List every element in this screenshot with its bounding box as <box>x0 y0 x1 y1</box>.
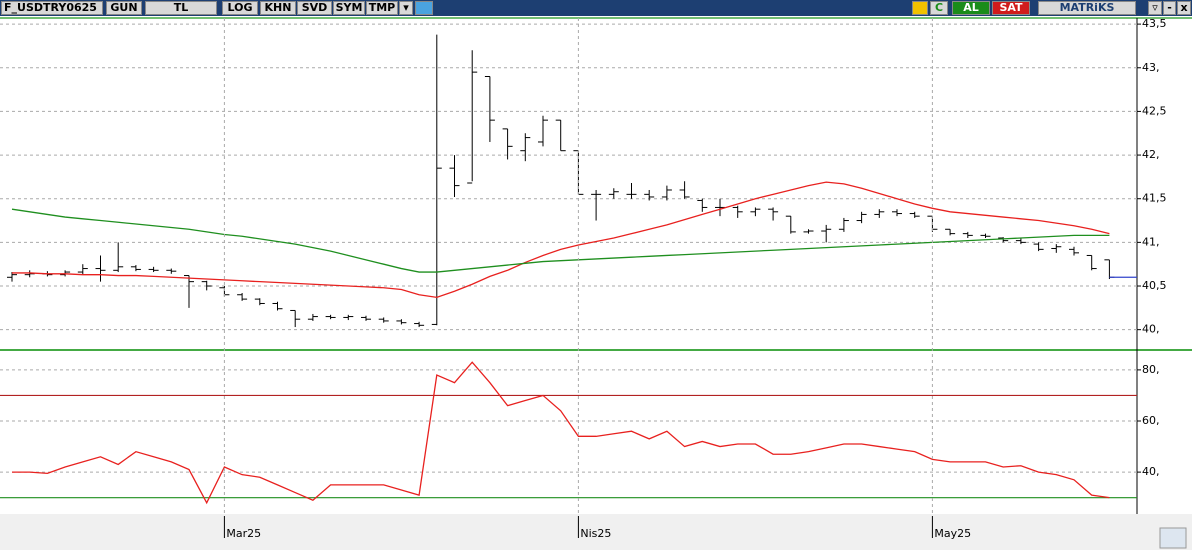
buy-button[interactable]: AL <box>952 1 990 15</box>
close-button[interactable]: x <box>1177 1 1191 15</box>
tool-button[interactable]: SYM <box>333 1 365 15</box>
minimize-button[interactable]: - <box>1163 1 1176 15</box>
y-tick-label: 40, <box>1142 465 1160 478</box>
moving-average <box>12 181 1110 299</box>
moving-average <box>11 208 1110 273</box>
sell-button[interactable]: SAT <box>992 1 1030 15</box>
x-tick-label: Mar25 <box>226 527 261 540</box>
tool-button[interactable]: KHN <box>260 1 296 15</box>
period-button[interactable]: GUN <box>106 1 142 15</box>
dropdown-button[interactable]: ▾ <box>399 1 413 15</box>
currency-button[interactable]: TL <box>145 1 217 15</box>
x-tick-label: Nis25 <box>580 527 611 540</box>
y-tick-label: 43,5 <box>1142 17 1167 30</box>
brand: MATRiKS <box>1038 1 1136 15</box>
refresh-button[interactable]: C <box>930 1 948 15</box>
symbol-button[interactable]: F_USDTRY0625 <box>1 1 103 15</box>
tool-button[interactable]: TMP <box>366 1 398 15</box>
y-tick-label: 40,5 <box>1142 279 1167 292</box>
rsi-line <box>12 361 1110 505</box>
y-tick-label: 41, <box>1142 235 1160 248</box>
y-tick-label: 43, <box>1142 61 1160 74</box>
tool-button[interactable]: LOG <box>222 1 258 15</box>
y-tick-label: 40, <box>1142 323 1160 336</box>
x-tick-label: May25 <box>934 527 971 540</box>
toolbar: F_USDTRY0625 GUN TL LOG KHN SVD SYM TMP … <box>0 0 1192 16</box>
twitter-button[interactable] <box>415 1 433 15</box>
y-tick-label: 41,5 <box>1142 192 1167 205</box>
chart: 40, 40,5 41, 41,5 42, 42,5 43, 43,5 40, 60, 80, Mar… <box>0 17 1192 550</box>
tool-button[interactable]: SVD <box>297 1 332 15</box>
y-tick-label: 42,5 <box>1142 104 1167 117</box>
menu-button[interactable]: ▿ <box>1148 1 1162 15</box>
date-axis-band <box>0 514 1192 550</box>
sync-button[interactable] <box>1159 527 1187 549</box>
flash-button[interactable] <box>912 1 928 15</box>
y-tick-label: 60, <box>1142 414 1160 427</box>
y-tick-label: 42, <box>1142 148 1160 161</box>
y-tick-label: 80, <box>1142 363 1160 376</box>
